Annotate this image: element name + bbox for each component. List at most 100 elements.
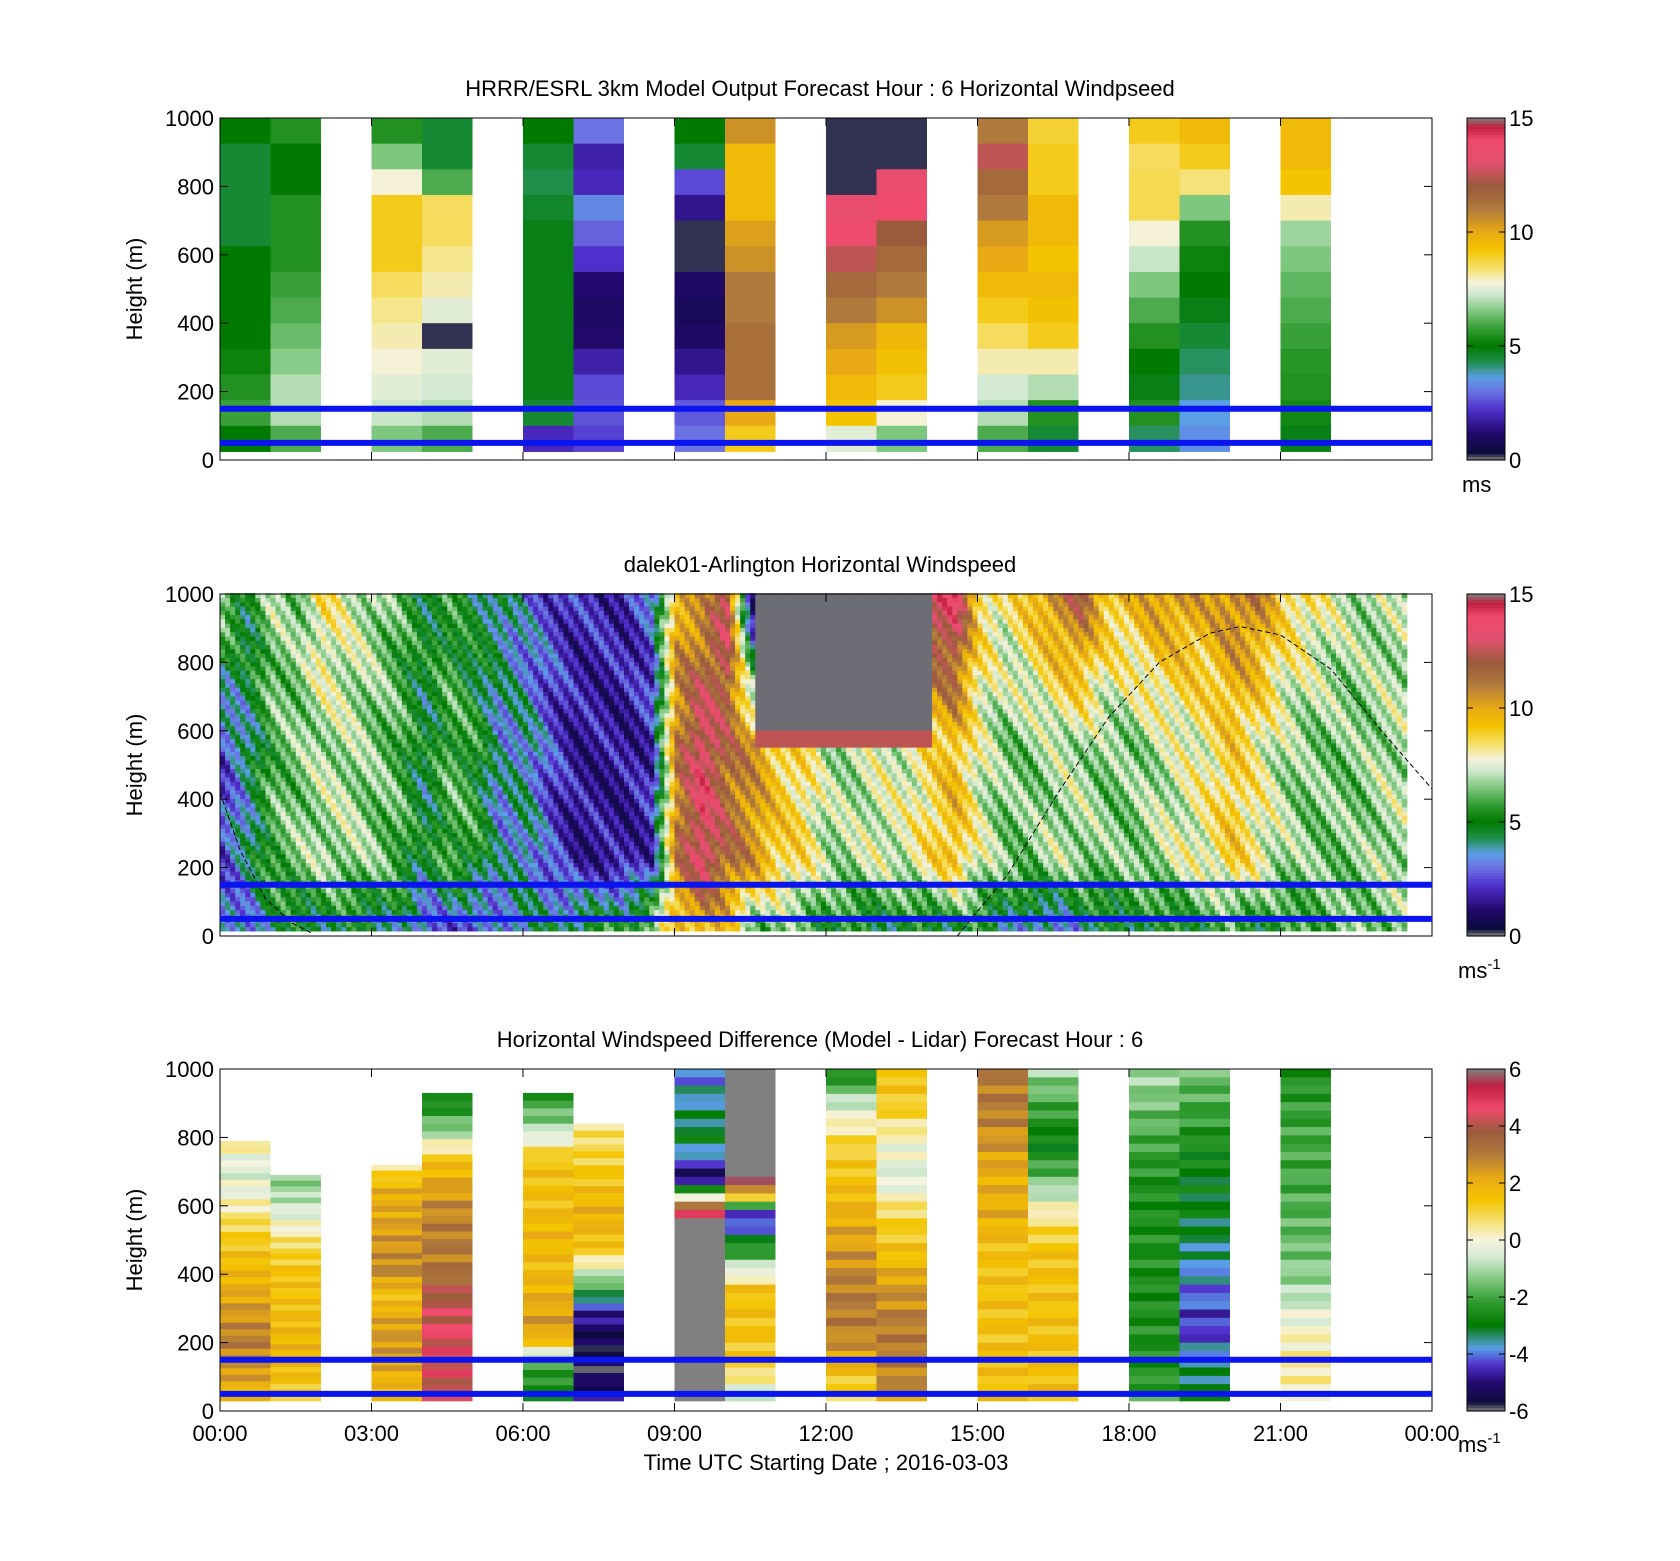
lidar-cell	[245, 657, 251, 663]
lidar-cell	[432, 759, 438, 765]
lidar-cell	[457, 640, 463, 646]
lidar-cell	[326, 905, 332, 911]
lidar-cell	[321, 905, 327, 911]
model-cell-col-2100	[1280, 220, 1331, 247]
lidar-cell	[497, 922, 504, 928]
lidar-cell	[250, 776, 256, 782]
lidar-cell	[341, 823, 347, 829]
lidar-cell	[427, 836, 433, 842]
lidar-cell	[467, 721, 474, 727]
lidar-cell	[452, 635, 458, 641]
model-cell-col-1500	[977, 323, 1028, 350]
lidar-cell	[502, 875, 509, 881]
colorbar-swatch	[1467, 203, 1505, 207]
model-cell-col-0300	[371, 425, 422, 452]
lidar-cell	[230, 708, 236, 714]
lidar-cell	[406, 640, 413, 646]
lidar-cell	[275, 610, 282, 616]
lidar-cell	[447, 665, 453, 671]
lidar-cell	[265, 700, 272, 705]
lidar-cell	[396, 687, 403, 693]
lidar-cell	[321, 627, 327, 633]
lidar-cell	[487, 815, 494, 821]
lidar-cell	[361, 845, 368, 851]
lidar-cell	[270, 614, 277, 620]
lidar-cell	[321, 776, 327, 782]
lidar-cell	[477, 772, 484, 778]
lidar-cell	[230, 785, 236, 791]
lidar-cell	[371, 798, 378, 804]
model-cell-col-0600	[523, 348, 574, 375]
lidar-cell	[507, 794, 514, 799]
lidar-cell	[295, 652, 302, 658]
lidar-cell	[315, 729, 322, 735]
lidar-cell	[437, 674, 443, 680]
lidar-cell	[270, 853, 277, 859]
lidar-cell	[422, 593, 428, 599]
lidar-cell	[371, 682, 378, 688]
lidar-cell	[381, 695, 388, 701]
lidar-cell	[245, 717, 251, 722]
model-cell-col-0000	[220, 118, 271, 145]
lidar-cell	[432, 811, 438, 817]
lidar-cell	[240, 806, 246, 812]
lidar-cell	[472, 614, 479, 620]
lidar-cell	[270, 755, 277, 761]
lidar-cell	[452, 806, 458, 812]
lidar-cell	[235, 678, 241, 684]
lidar-cell	[275, 687, 282, 693]
lidar-cell	[361, 794, 368, 799]
lidar-cell	[477, 764, 484, 770]
lidar-cell	[401, 700, 408, 705]
lidar-cell	[376, 708, 383, 714]
lidar-cell	[230, 610, 236, 616]
lidar-cell	[432, 687, 438, 693]
lidar-cell	[300, 862, 307, 868]
lidar-cell	[351, 704, 357, 710]
lidar-cell	[235, 819, 241, 825]
colorbar-swatch	[1467, 212, 1505, 216]
lidar-cell	[331, 781, 337, 787]
lidar-cell	[270, 601, 277, 607]
lidar-cell	[326, 892, 332, 898]
lidar-cell	[452, 892, 458, 898]
lidar-cell	[442, 785, 448, 791]
lidar-cell	[437, 866, 443, 872]
lidar-cell	[240, 871, 246, 876]
lidar-cell	[386, 712, 393, 718]
lidar-cell	[416, 648, 423, 654]
lidar-cell	[295, 819, 302, 825]
lidar-cell	[250, 623, 256, 628]
lidar-cell	[507, 772, 514, 778]
lidar-cell	[502, 717, 509, 722]
lidar-cell	[220, 674, 226, 680]
lidar-cell	[482, 823, 489, 829]
lidar-cell	[250, 687, 256, 693]
model-cell-col-1900	[1179, 374, 1230, 401]
lidar-cell	[442, 866, 448, 872]
lidar-cell	[507, 644, 514, 650]
lidar-cell	[280, 652, 287, 658]
lidar-cell	[422, 789, 428, 795]
lidar-cell	[427, 922, 433, 928]
lidar-cell	[351, 755, 357, 761]
lidar-cell	[356, 815, 362, 821]
lidar-cell	[225, 832, 231, 838]
lidar-cell	[427, 742, 433, 748]
lidar-cell	[386, 794, 393, 799]
lidar-cell	[401, 644, 408, 650]
lidar-cell	[310, 764, 317, 770]
lidar-cell	[260, 764, 267, 770]
lidar-cell	[376, 678, 383, 684]
lidar-cell	[492, 635, 499, 641]
lidar-cell	[245, 811, 251, 817]
lidar-cell	[376, 896, 383, 902]
lidar-cell	[240, 836, 246, 842]
lidar-cell	[220, 900, 226, 906]
lidar-cell	[220, 738, 226, 744]
lidar-cell	[290, 905, 297, 911]
lidar-cell	[336, 738, 342, 744]
lidar-cell	[437, 678, 443, 684]
lidar-cell	[315, 742, 322, 748]
lidar-cell	[472, 738, 479, 744]
